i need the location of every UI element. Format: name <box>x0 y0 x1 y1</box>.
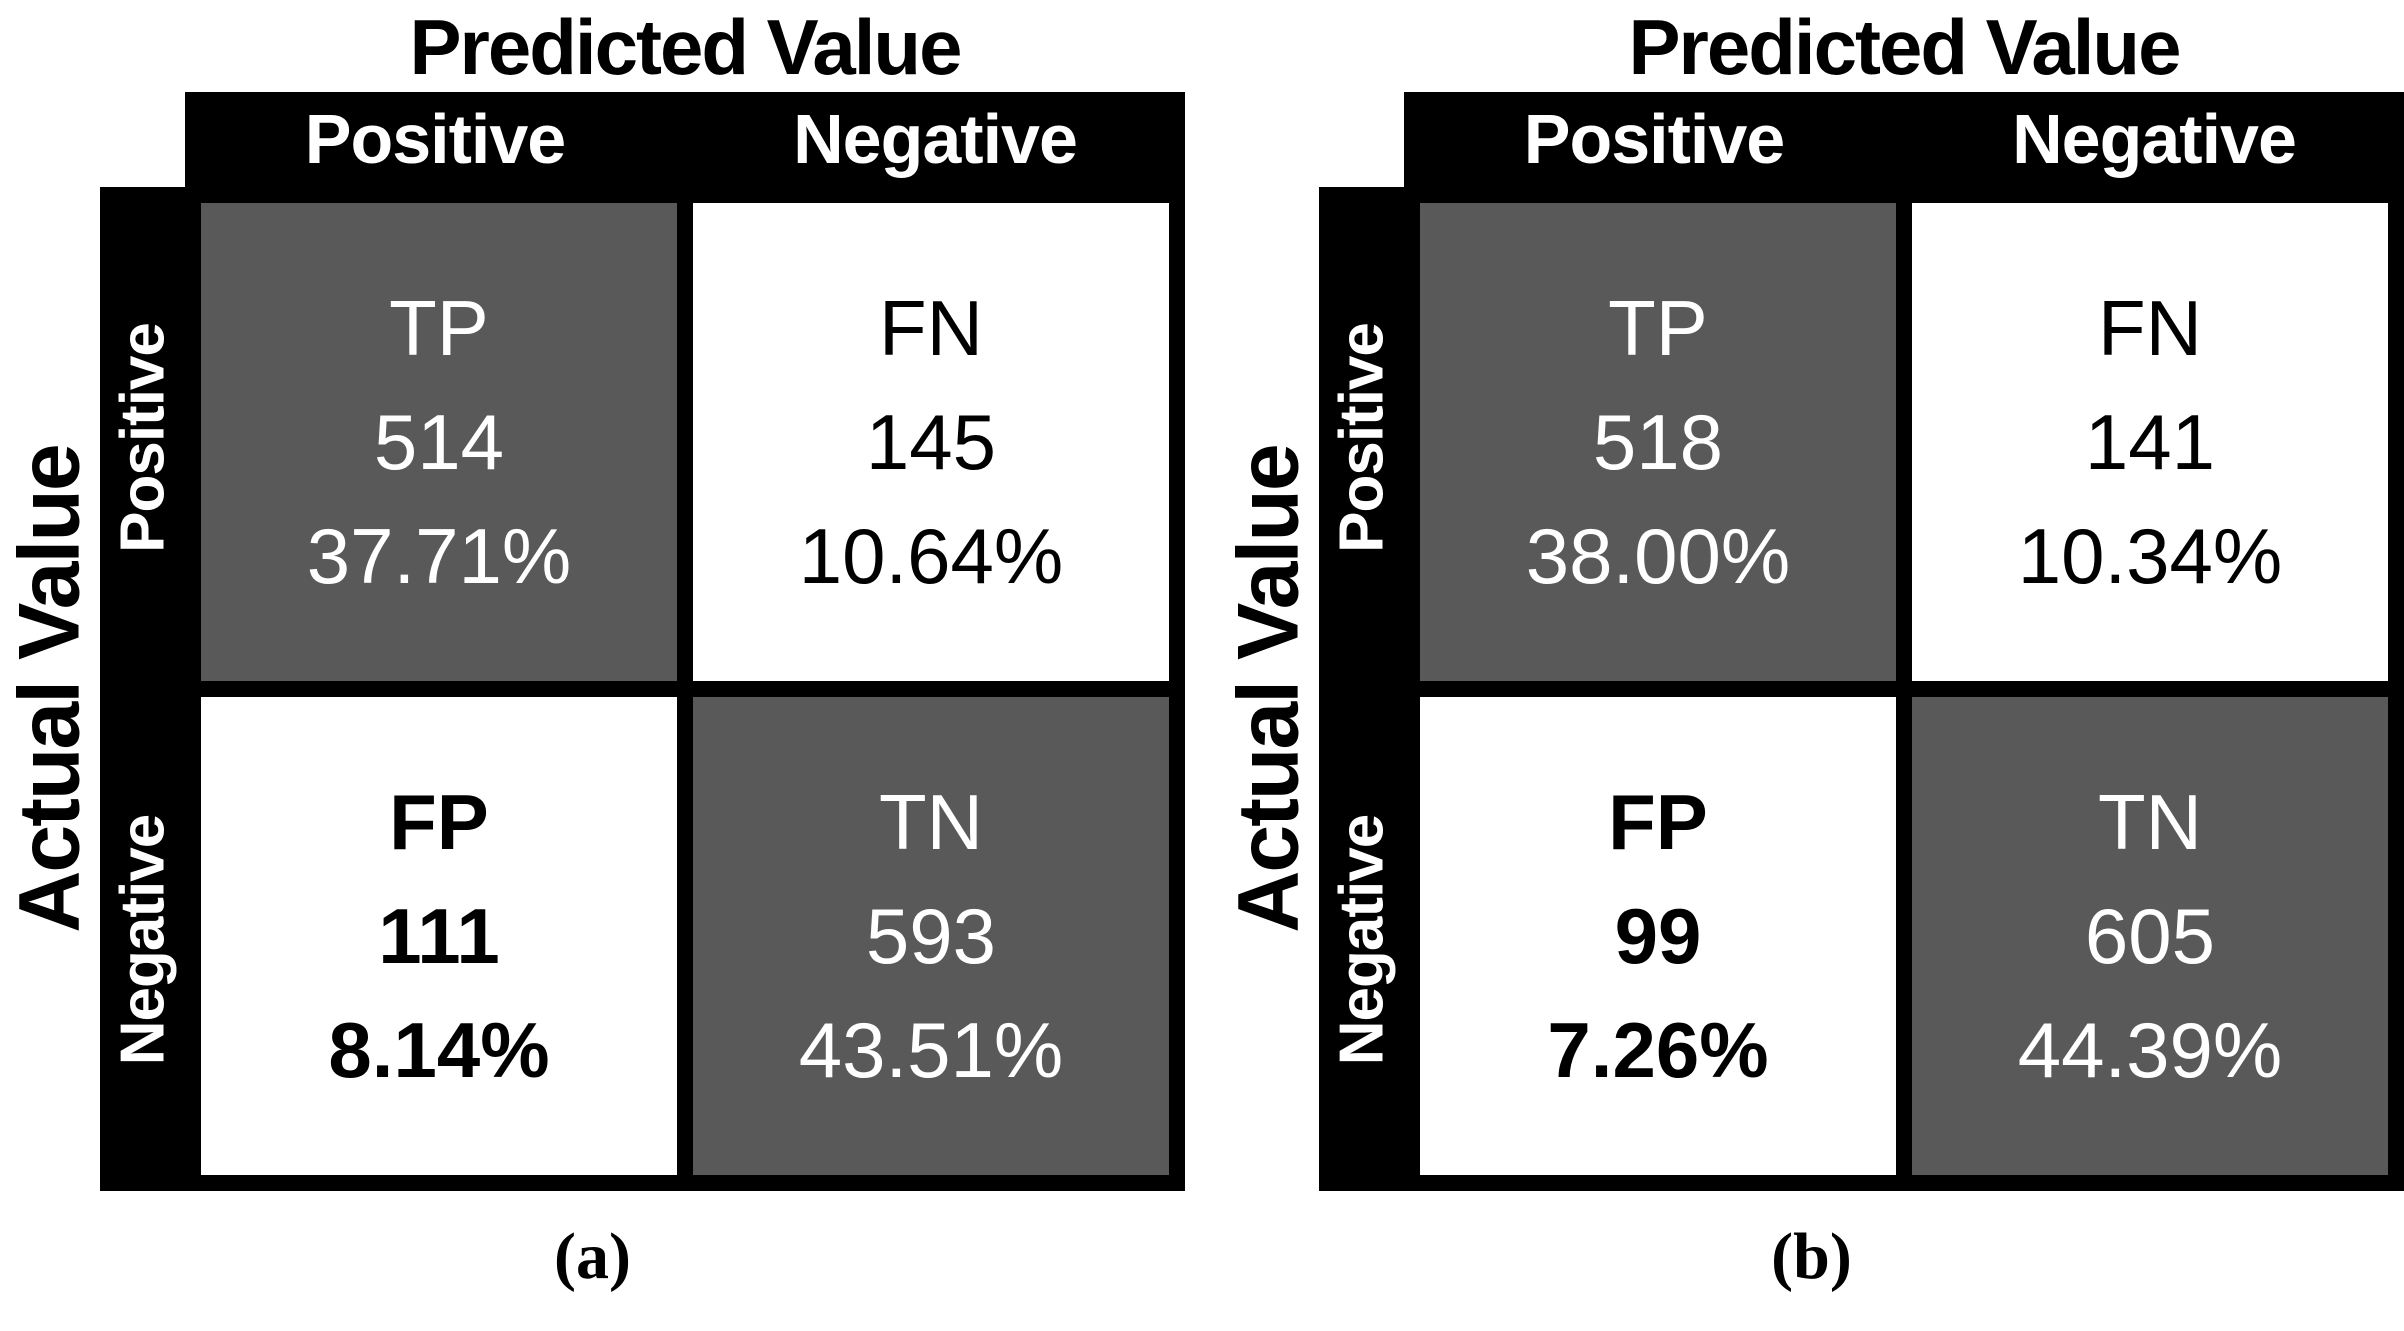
cell-true-negative: TN 593 43.51% <box>693 697 1169 1175</box>
cell-label: TN <box>879 778 983 866</box>
cell-percent: 10.34% <box>2017 512 2283 600</box>
predicted-header-band: Positive Negative <box>185 92 1185 187</box>
cell-percent: 44.39% <box>2017 1006 2283 1094</box>
predicted-axis-title: Predicted Value <box>1628 3 2182 91</box>
actual-header-band: Positive Negative <box>1319 187 1404 1191</box>
cell-false-negative: FN 141 10.34% <box>1912 203 2388 681</box>
cell-count: 518 <box>1592 398 1724 486</box>
predicted-axis-title: Predicted Value <box>409 3 963 91</box>
cell-percent: 10.64% <box>798 512 1064 600</box>
cell-count: 141 <box>2084 398 2216 486</box>
predicted-negative-header: Negative <box>2012 100 2297 178</box>
actual-positive-header: Positive <box>1327 323 1396 553</box>
cell-false-negative: FN 145 10.64% <box>693 203 1169 681</box>
matrix-grid: TP 514 37.71% FN 145 10.64% FP 111 8.14%… <box>185 187 1185 1191</box>
actual-negative-header: Negative <box>1327 814 1396 1066</box>
cell-true-positive: TP 514 37.71% <box>201 203 677 681</box>
actual-positive-header-cell: Positive <box>100 187 185 689</box>
actual-positive-header-cell: Positive <box>1319 187 1404 689</box>
cell-percent: 8.14% <box>328 1006 550 1094</box>
actual-negative-header-cell: Negative <box>1319 689 1404 1191</box>
cell-label: FN <box>2098 284 2202 372</box>
cell-count: 514 <box>373 398 505 486</box>
actual-axis-title-column: Actual Value <box>1219 187 1319 1191</box>
panel-a: Predicted Value Positive Negative Actual… <box>0 0 1185 1331</box>
cell-count: 593 <box>865 892 997 980</box>
actual-negative-header: Negative <box>108 814 177 1066</box>
matrix-grid: TP 518 38.00% FN 141 10.34% FP 99 7.26% … <box>1404 187 2404 1191</box>
cell-label: TP <box>389 284 489 372</box>
cell-count: 99 <box>1614 892 1702 980</box>
cell-percent: 38.00% <box>1525 512 1791 600</box>
panel-b: Predicted Value Positive Negative Actual… <box>1219 0 2404 1331</box>
cell-percent: 37.71% <box>306 512 572 600</box>
predicted-header-band: Positive Negative <box>1404 92 2404 187</box>
cell-count: 111 <box>378 892 500 980</box>
actual-axis-title: Actual Value <box>1220 445 1317 933</box>
cell-count: 145 <box>865 398 997 486</box>
cell-percent: 7.26% <box>1547 1006 1769 1094</box>
cell-label: TP <box>1608 284 1708 372</box>
cell-true-positive: TP 518 38.00% <box>1420 203 1896 681</box>
actual-axis-title-column: Actual Value <box>0 187 100 1191</box>
panel-label: (a) <box>554 1220 631 1293</box>
actual-negative-header-cell: Negative <box>100 689 185 1191</box>
actual-header-band: Positive Negative <box>100 187 185 1191</box>
cell-percent: 43.51% <box>798 1006 1064 1094</box>
cell-false-positive: FP 111 8.14% <box>201 697 677 1175</box>
panel-label: (b) <box>1771 1220 1852 1293</box>
cell-label: FP <box>1608 778 1708 866</box>
cell-label: FP <box>389 778 489 866</box>
actual-axis-title: Actual Value <box>1 445 98 933</box>
cell-count: 605 <box>2084 892 2216 980</box>
cell-label: TN <box>2098 778 2202 866</box>
predicted-positive-header: Positive <box>304 100 566 178</box>
cell-label: FN <box>879 284 983 372</box>
predicted-negative-header: Negative <box>793 100 1078 178</box>
actual-positive-header: Positive <box>108 323 177 553</box>
cell-true-negative: TN 605 44.39% <box>1912 697 2388 1175</box>
predicted-positive-header: Positive <box>1523 100 1785 178</box>
cell-false-positive: FP 99 7.26% <box>1420 697 1896 1175</box>
